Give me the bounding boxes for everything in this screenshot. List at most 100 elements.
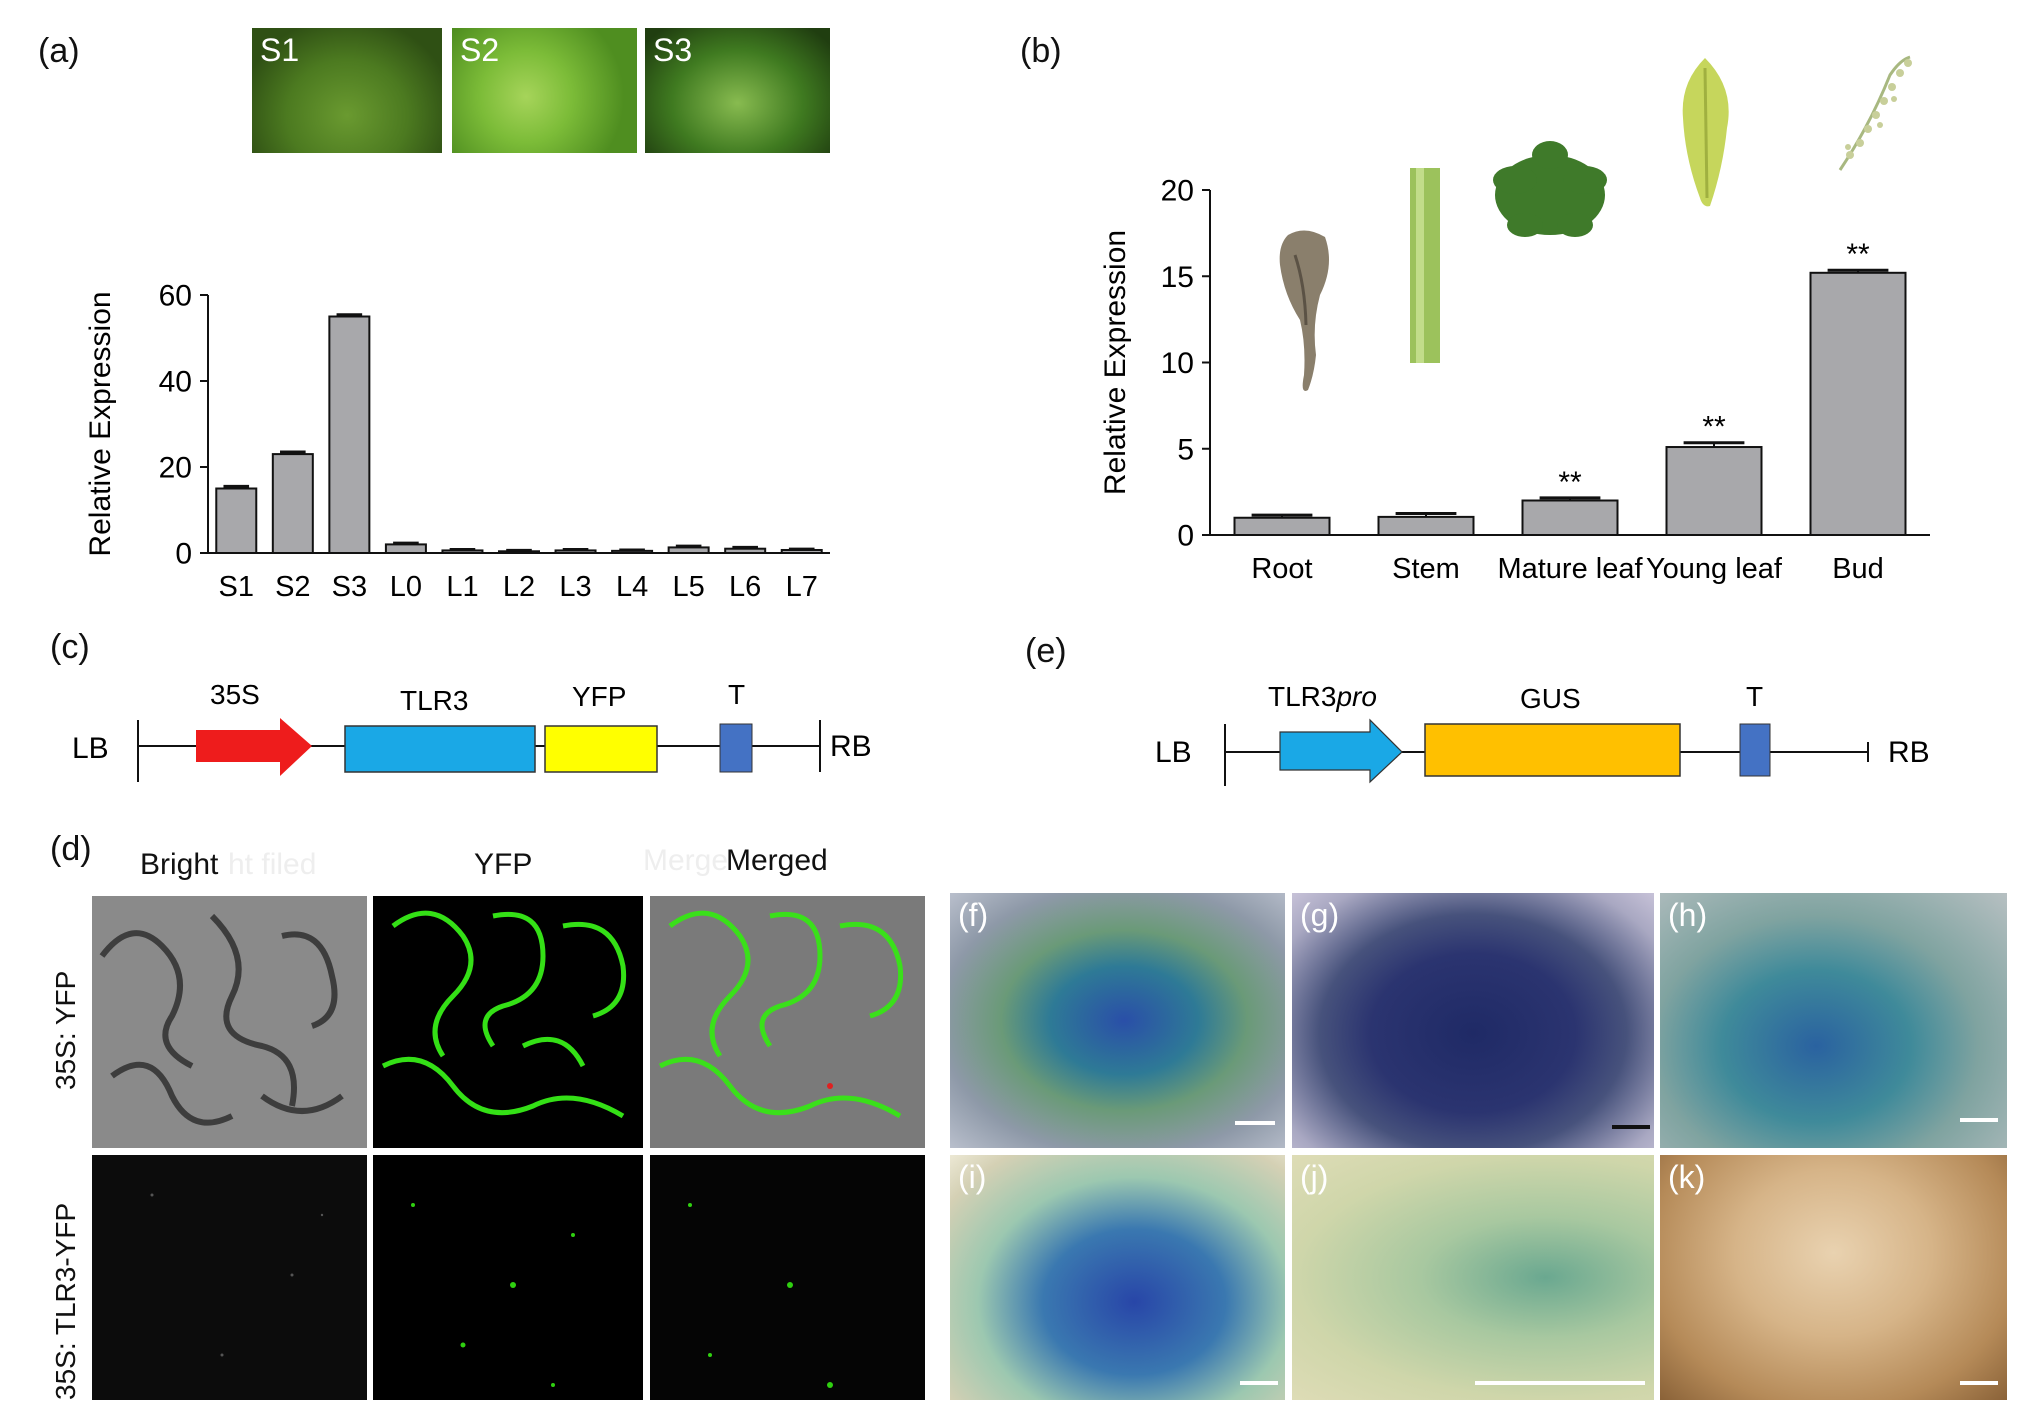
- category-label: L5: [673, 571, 705, 603]
- scale-bar-h: [1960, 1118, 1998, 1122]
- gus-h-label: (h): [1668, 897, 1708, 933]
- category-label: Young leaf: [1646, 553, 1783, 585]
- micro-merged-35s-yfp: [650, 896, 925, 1148]
- thumbnail-s1-label: S1: [260, 32, 300, 68]
- construct-c: LB 35S TLR3 YFP T RB: [72, 679, 872, 782]
- category-label: Stem: [1392, 553, 1460, 585]
- y-tick-label: 10: [1161, 347, 1194, 380]
- category-label: Root: [1251, 553, 1312, 585]
- gus-k-label: (k): [1668, 1159, 1706, 1195]
- y-axis-title: Relative Expression: [1100, 230, 1132, 495]
- root-illustration: [1279, 230, 1329, 391]
- category-label: L2: [503, 571, 535, 603]
- thumbnail-s1: S1: [252, 28, 442, 153]
- terminator-e-label: T: [1746, 681, 1763, 712]
- reporter-yfp-box: [544, 725, 658, 773]
- bar: [271, 453, 314, 555]
- bar: [667, 546, 710, 555]
- gus-g-label: (g): [1300, 897, 1340, 933]
- category-label: S1: [219, 571, 254, 603]
- young-leaf-illustration: [1682, 58, 1729, 207]
- scale-bar-j: [1475, 1381, 1645, 1385]
- y-tick-label: 5: [1177, 433, 1194, 466]
- y-tick-label: 0: [1177, 520, 1194, 553]
- column-title-yfp: YFP: [474, 848, 533, 881]
- chart-b: 0 5 10 15 20 Relative Expression Root Stem Matur…: [1100, 175, 1930, 585]
- promoter-tlr3pro-label: TLR3pro: [1268, 681, 1377, 712]
- category-label: Bud: [1832, 553, 1884, 585]
- panel-d-label: (d): [50, 830, 92, 868]
- gus-image-k: (k): [1660, 1155, 2007, 1400]
- y-tick-label: 20: [1161, 175, 1194, 208]
- y-axis-title: Relative Expression: [84, 291, 117, 556]
- gene-tlr3-label: TLR3: [400, 685, 468, 716]
- gus-image-h: (h): [1660, 893, 2007, 1148]
- significance-label: **: [1702, 411, 1726, 444]
- bar: [328, 315, 371, 554]
- construct-e-rb: RB: [1888, 736, 1930, 769]
- column-title-ghost-1: ht filed: [228, 848, 317, 881]
- y-tick-label: 20: [159, 452, 192, 485]
- scale-bar-k: [1960, 1381, 1998, 1385]
- category-label: L7: [786, 571, 818, 603]
- y-tick-label: 0: [175, 538, 192, 571]
- gus-j-label: (j): [1300, 1159, 1329, 1195]
- gus-image-j: (j): [1292, 1155, 1654, 1400]
- panel-a-label: (a): [38, 32, 80, 70]
- category-label: Mature leaf: [1497, 553, 1643, 585]
- column-title-merged: Merged: [726, 844, 828, 877]
- gus-image-i: (i): [950, 1155, 1285, 1400]
- bar: [1521, 499, 1619, 536]
- micro-bright-35s-yfp: [92, 896, 367, 1148]
- promoter-35s: [196, 718, 312, 776]
- construct-e: LB TLR3pro GUS T RB: [1155, 681, 1930, 786]
- gus-i-label: (i): [958, 1159, 987, 1195]
- bud-illustration: [1838, 55, 1912, 171]
- bar: [384, 543, 427, 554]
- thumbnail-s2: S2: [452, 28, 637, 153]
- micro-yfp-35s-tlr3-yfp: [373, 1155, 643, 1400]
- bar: [724, 547, 767, 555]
- y-tick-label: 15: [1161, 261, 1194, 294]
- bar: [215, 487, 258, 554]
- stem-illustration: [1410, 168, 1440, 363]
- thumbnail-s3: S3: [645, 28, 830, 153]
- category-label: L1: [446, 571, 478, 603]
- row-title-35s-tlr3-yfp: 35S: TLR3-YFP: [50, 1202, 81, 1400]
- terminator-box: [719, 723, 753, 773]
- panel-c-label: (c): [50, 628, 90, 666]
- bar: [1233, 516, 1331, 536]
- bar: [1809, 271, 1907, 537]
- bar: [1377, 515, 1475, 537]
- construct-c-lb: LB: [72, 732, 109, 765]
- y-tick-label: 60: [159, 280, 192, 313]
- bar: [1665, 446, 1763, 536]
- category-label: L6: [729, 571, 761, 603]
- gus-f-label: (f): [958, 897, 989, 933]
- reporter-yfp-label: YFP: [572, 681, 626, 712]
- mature-leaf-illustration: [1493, 141, 1607, 237]
- promoter-35s-label: 35S: [210, 679, 260, 710]
- column-title-ghost-2: Merge: [643, 844, 729, 877]
- scale-bar-g: [1612, 1125, 1650, 1129]
- scale-bar-f: [1235, 1121, 1275, 1125]
- scale-bar-i: [1240, 1381, 1278, 1385]
- micro-yfp-35s-yfp: [373, 896, 643, 1148]
- row-title-35s-yfp: 35S: YFP: [50, 970, 81, 1090]
- category-label: S3: [332, 571, 367, 603]
- panel-b-label: (b): [1020, 32, 1062, 70]
- category-label: S2: [275, 571, 310, 603]
- category-label: L4: [616, 571, 648, 603]
- significance-label: **: [1846, 238, 1870, 271]
- gene-tlr3-box: [344, 725, 536, 773]
- category-label: L0: [390, 571, 422, 603]
- category-label: L3: [559, 571, 591, 603]
- reporter-gus-box: [1424, 723, 1681, 777]
- thumbnail-s2-label: S2: [460, 32, 500, 68]
- column-title-bright: Bright: [140, 848, 219, 881]
- construct-e-lb: LB: [1155, 736, 1192, 769]
- gus-image-g: (g): [1292, 893, 1654, 1148]
- terminator-e-box: [1739, 723, 1771, 777]
- terminator-label: T: [728, 679, 745, 710]
- micro-merged-35s-tlr3-yfp: [650, 1155, 925, 1400]
